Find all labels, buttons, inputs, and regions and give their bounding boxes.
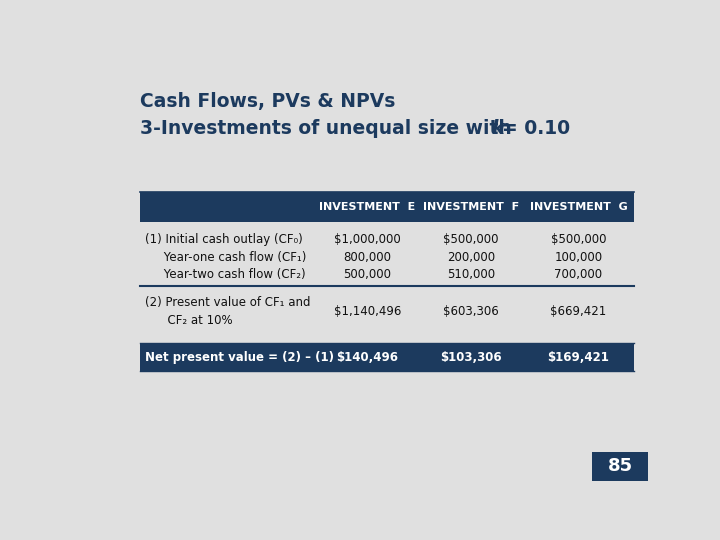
Text: $500,000: $500,000 [551,233,606,246]
Text: 3-Investments of unequal size with: 3-Investments of unequal size with [140,119,518,138]
Text: Year-one cash flow (CF₁): Year-one cash flow (CF₁) [145,251,306,264]
Text: (2) Present value of CF₁ and: (2) Present value of CF₁ and [145,296,310,309]
Text: 200,000: 200,000 [447,251,495,264]
Text: 100,000: 100,000 [554,251,603,264]
Text: INVESTMENT  F: INVESTMENT F [423,201,519,212]
Text: 500,000: 500,000 [343,268,392,281]
Text: 800,000: 800,000 [343,251,392,264]
Text: $169,421: $169,421 [547,350,609,363]
Text: = 0.10: = 0.10 [502,119,570,138]
FancyBboxPatch shape [593,453,648,481]
Text: $103,306: $103,306 [440,350,502,363]
Text: Net present value = (2) – (1): Net present value = (2) – (1) [145,350,333,363]
Text: INVESTMENT  G: INVESTMENT G [530,201,627,212]
Text: CF₂ at 10%: CF₂ at 10% [145,314,233,327]
Text: $1,140,496: $1,140,496 [333,306,401,319]
Text: Year-two cash flow (CF₂): Year-two cash flow (CF₂) [145,268,305,281]
Text: 85: 85 [608,457,633,475]
Text: (1) Initial cash outlay (CF₀): (1) Initial cash outlay (CF₀) [145,233,302,246]
Text: $603,306: $603,306 [444,306,499,319]
Text: 700,000: 700,000 [554,268,603,281]
Text: $669,421: $669,421 [550,306,607,319]
FancyBboxPatch shape [140,343,634,371]
Text: 510,000: 510,000 [447,268,495,281]
FancyBboxPatch shape [140,192,634,221]
Text: $140,496: $140,496 [336,350,398,363]
FancyBboxPatch shape [140,286,634,338]
Text: $1,000,000: $1,000,000 [334,233,401,246]
Text: INVESTMENT  E: INVESTMENT E [319,201,415,212]
FancyBboxPatch shape [140,221,634,286]
Text: $500,000: $500,000 [444,233,499,246]
Text: Cash Flows, PVs & NPVs: Cash Flows, PVs & NPVs [140,92,395,111]
Text: k: k [492,119,504,138]
